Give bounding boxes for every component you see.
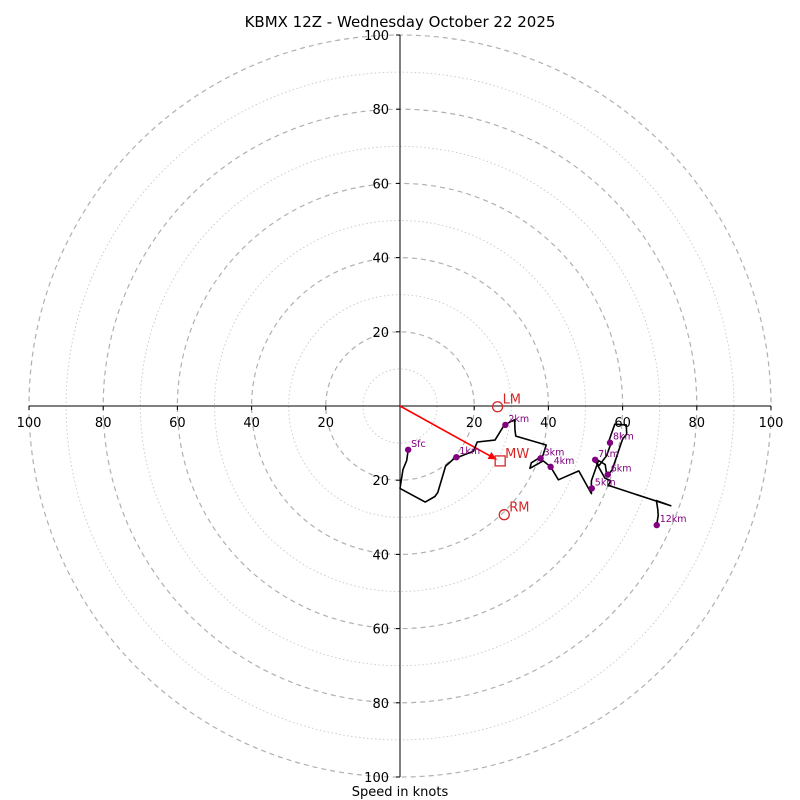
y-tick-label: 20 (372, 326, 389, 341)
height-marker-label: 6km (611, 464, 632, 475)
height-marker-3km (537, 455, 544, 462)
y-tick-label: 40 (372, 252, 389, 267)
storm-label: LM (503, 393, 521, 408)
y-tick-label: 100 (364, 29, 389, 44)
y-tick-label: 40 (372, 548, 389, 563)
storm-marker-MW (494, 455, 506, 467)
height-marker-label: Sfc (411, 439, 426, 450)
y-tick-label: 80 (372, 103, 389, 118)
storm-marker-RM (498, 509, 510, 521)
shear-vector (399, 405, 497, 461)
height-marker-7km (591, 456, 599, 463)
x-tick-label: 20 (466, 416, 483, 431)
height-marker-label: 5km (595, 477, 616, 488)
y-tick-label: 20 (372, 474, 389, 489)
storm-marker-LM (491, 401, 504, 413)
height-marker-label: 3km (544, 447, 565, 458)
height-marker-5km (588, 485, 596, 492)
height-marker-1km (453, 453, 460, 461)
height-marker-label: 1km (459, 446, 480, 457)
x-tick-label: 80 (689, 416, 706, 431)
height-marker-label: 7km (598, 449, 619, 460)
height-marker-label: 4km (554, 456, 575, 467)
x-tick-label: 100 (17, 416, 42, 431)
storm-motions: LM MW RM (491, 393, 530, 521)
y-tick-label: 60 (372, 623, 389, 638)
y-tick-label: 80 (372, 697, 389, 712)
height-marker-8km (606, 439, 614, 446)
storm-label: RM (509, 501, 529, 516)
height-marker-12km (653, 521, 660, 529)
storm-label: MW (505, 447, 529, 462)
height-marker-6km (604, 471, 611, 478)
height-marker-label: 2km (508, 414, 529, 425)
height-marker-Sfc (404, 446, 412, 453)
height-marker-2km (502, 421, 509, 429)
x-tick-label: 40 (540, 416, 557, 431)
x-axis-label: Speed in knots (352, 785, 449, 800)
shear-vector-arrowhead (487, 452, 497, 460)
x-tick-label: 40 (243, 416, 260, 431)
height-marker-label: 12km (660, 514, 687, 525)
x-tick-label: 20 (318, 416, 335, 431)
y-tick-label: 100 (364, 771, 389, 786)
shear-vector-layer (399, 405, 497, 461)
height-marker-label: 8km (613, 432, 634, 443)
x-tick-label: 60 (169, 416, 186, 431)
x-tick-label: 60 (614, 416, 631, 431)
x-tick-label: 80 (95, 416, 112, 431)
height-marker-4km (547, 463, 554, 471)
x-tick-label: 100 (759, 416, 784, 431)
y-tick-label: 60 (372, 177, 389, 192)
chart-title: KBMX 12Z - Wednesday October 22 2025 (245, 13, 556, 31)
